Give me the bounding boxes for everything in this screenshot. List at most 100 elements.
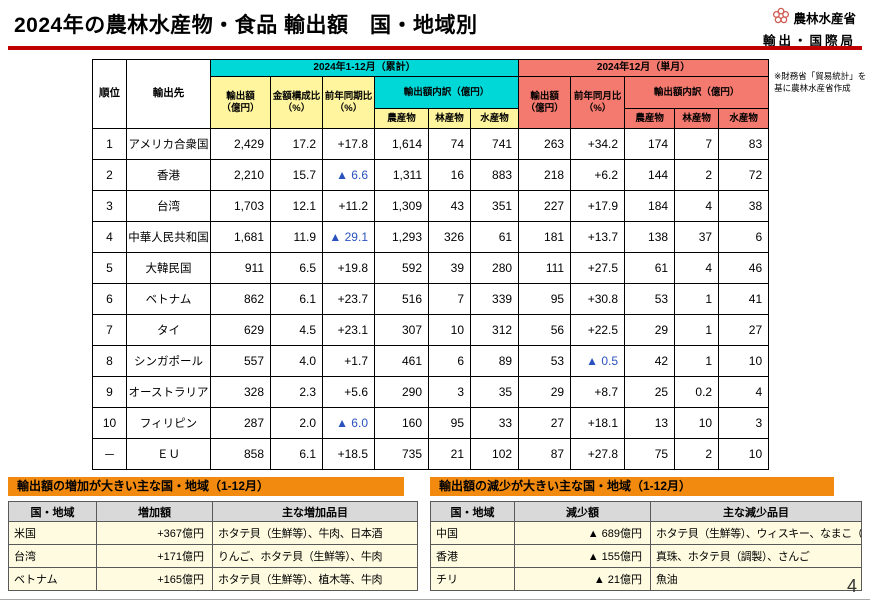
cumulative-total-cell: 2,429 [210, 128, 271, 160]
items-cell: ホタテ貝（生鮮等）、ウィスキー、なまこ（調製） [650, 521, 862, 545]
forest-cumulative-cell: 39 [428, 252, 471, 284]
yoy-cumulative-cell: ▲ 6.6 [322, 159, 375, 191]
yoy-cumulative-cell: ▲ 29.1 [322, 221, 375, 253]
agri-cumulative-cell: 1,311 [374, 159, 429, 191]
page-number: 4 [846, 576, 857, 596]
forest-cumulative-cell: 95 [428, 407, 471, 439]
agri-monthly-cell: 13 [624, 407, 676, 439]
forest-monthly-cell: 2 [674, 159, 720, 191]
amount-cell: ▲ 21億円 [514, 567, 651, 591]
increase-row: ベトナム +165億円 ホタテ貝（生鮮等）、植木等、牛肉 [8, 567, 418, 591]
yoy-monthly-cell: +22.5 [570, 314, 626, 346]
cumulative-total-cell: 858 [210, 438, 271, 470]
fishery-monthly-cell: 6 [718, 221, 770, 253]
cumulative-total-cell: 862 [210, 283, 271, 315]
fishery-cumulative-cell: 351 [469, 190, 520, 222]
rank-cell: 2 [92, 159, 127, 191]
dept-name: 輸出・国際局 [762, 34, 856, 48]
yoy-monthly-cell: +18.1 [570, 407, 626, 439]
destination-cell: 中華人民共和国 [126, 221, 211, 253]
col-header-destination: 輸出先 [126, 59, 211, 129]
region-cell: 香港 [430, 544, 515, 568]
composition-cell: 11.9 [270, 221, 323, 253]
items-cell: ホタテ貝（生鮮等）、植木等、牛肉 [212, 567, 418, 591]
composition-cell: 6.1 [270, 438, 323, 470]
fishery-cumulative-cell: 33 [469, 407, 520, 439]
forest-cumulative-cell: 6 [428, 345, 471, 377]
agri-cumulative-cell: 307 [374, 314, 429, 346]
yoy-monthly-cell: +30.8 [570, 283, 626, 315]
fishery-monthly-cell: 3 [718, 407, 770, 439]
header-row-groups: 順位 輸出先 2024年1-12月（累計） 2024年12月（単月） [92, 59, 770, 129]
maff-logo-icon [772, 7, 790, 28]
forest-cumulative-cell: 7 [428, 283, 471, 315]
monthly-total-cell: 227 [518, 190, 572, 222]
yoy-monthly-cell: +8.7 [570, 376, 626, 408]
monthly-total-cell: 263 [518, 128, 572, 160]
amount-cell: ▲ 689億円 [514, 521, 651, 545]
col-header-export-value-cumulative: 輸出額 （億円） [210, 76, 271, 129]
destination-cell: ベトナム [126, 283, 211, 315]
yoy-cumulative-cell: +5.6 [322, 376, 375, 408]
main-table-area: 順位 輸出先 2024年1-12月（累計） 2024年12月（単月） 輸出額 （… [92, 59, 868, 470]
fishery-monthly-cell: 46 [718, 252, 770, 284]
export-table-row: 1 アメリカ合衆国 2,429 17.2 +17.8 1,614 74 741 … [92, 128, 770, 160]
items-cell: ホタテ貝（生鮮等）、牛肉、日本酒 [212, 521, 418, 545]
cumulative-total-cell: 328 [210, 376, 271, 408]
yoy-cumulative-cell: +19.8 [322, 252, 375, 284]
org-name: 農林水産省 [793, 12, 856, 26]
forest-cumulative-cell: 21 [428, 438, 471, 470]
export-table-row: 7 タイ 629 4.5 +23.1 307 10 312 56 +22.5 2… [92, 314, 770, 346]
amount-cell: +171億円 [96, 544, 213, 568]
increase-table: 国・地域 増加額 主な増加品目 米国 +367億円 ホタテ貝（生鮮等）、牛肉、日… [8, 501, 418, 591]
composition-cell: 15.7 [270, 159, 323, 191]
forest-monthly-cell: 10 [674, 407, 720, 439]
composition-cell: 6.1 [270, 283, 323, 315]
export-table-body: 1 アメリカ合衆国 2,429 17.2 +17.8 1,614 74 741 … [92, 128, 770, 470]
export-table-row: 9 オーストラリア 328 2.3 +5.6 290 3 35 29 +8.7 … [92, 376, 770, 408]
agri-monthly-cell: 184 [624, 190, 676, 222]
forest-cumulative-cell: 3 [428, 376, 471, 408]
yoy-cumulative-cell: +23.1 [322, 314, 375, 346]
fishery-cumulative-cell: 35 [469, 376, 520, 408]
destination-cell: 大韓民国 [126, 252, 211, 284]
rank-cell: 10 [92, 407, 127, 439]
bottom-rule [0, 599, 870, 600]
agri-monthly-cell: 53 [624, 283, 676, 315]
increase-header-row: 国・地域 増加額 主な増加品目 [8, 501, 418, 522]
fishery-monthly-cell: 83 [718, 128, 770, 160]
composition-cell: 12.1 [270, 190, 323, 222]
col-group-cumulative: 2024年1-12月（累計） [209, 59, 520, 77]
col-header-fishery-monthly: 水産物 [718, 108, 770, 129]
agri-cumulative-cell: 592 [374, 252, 429, 284]
cumulative-total-cell: 1,681 [210, 221, 271, 253]
amount-cell: ▲ 155億円 [514, 544, 651, 568]
col-header-forest-cumulative: 林産物 [428, 108, 471, 129]
agri-monthly-cell: 174 [624, 128, 676, 160]
monthly-total-cell: 218 [518, 159, 572, 191]
col-header-yoy-monthly: 前年同月比 （%） [570, 76, 626, 129]
yoy-monthly-cell: +27.8 [570, 438, 626, 470]
cumulative-total-cell: 287 [210, 407, 271, 439]
export-table-row: 8 シンガポール 557 4.0 +1.7 461 6 89 53 ▲ 0.5 … [92, 345, 770, 377]
region-cell: チリ [430, 567, 515, 591]
increase-col-region: 国・地域 [8, 501, 97, 522]
increase-row: 台湾 +171億円 りんご、ホタテ貝（生鮮等）、牛肉 [8, 544, 418, 568]
col-header-fishery-cumulative: 水産物 [469, 108, 520, 129]
monthly-total-cell: 53 [518, 345, 572, 377]
region-cell: ベトナム [8, 567, 97, 591]
composition-cell: 2.3 [270, 376, 323, 408]
region-cell: 台湾 [8, 544, 97, 568]
decrease-row: 香港 ▲ 155億円 真珠、ホタテ貝（調製）、さんご [430, 544, 862, 568]
fishery-monthly-cell: 72 [718, 159, 770, 191]
col-header-yoy-cumulative: 前年同期比 （%） [322, 76, 375, 129]
forest-monthly-cell: 37 [674, 221, 720, 253]
cumulative-total-cell: 911 [210, 252, 271, 284]
col-header-agri-monthly: 農産物 [624, 108, 676, 129]
fishery-cumulative-cell: 89 [469, 345, 520, 377]
agri-cumulative-cell: 516 [374, 283, 429, 315]
decrease-col-items: 主な減少品目 [650, 501, 862, 522]
fishery-cumulative-cell: 61 [469, 221, 520, 253]
forest-cumulative-cell: 10 [428, 314, 471, 346]
destination-cell: ＥＵ [126, 438, 211, 470]
